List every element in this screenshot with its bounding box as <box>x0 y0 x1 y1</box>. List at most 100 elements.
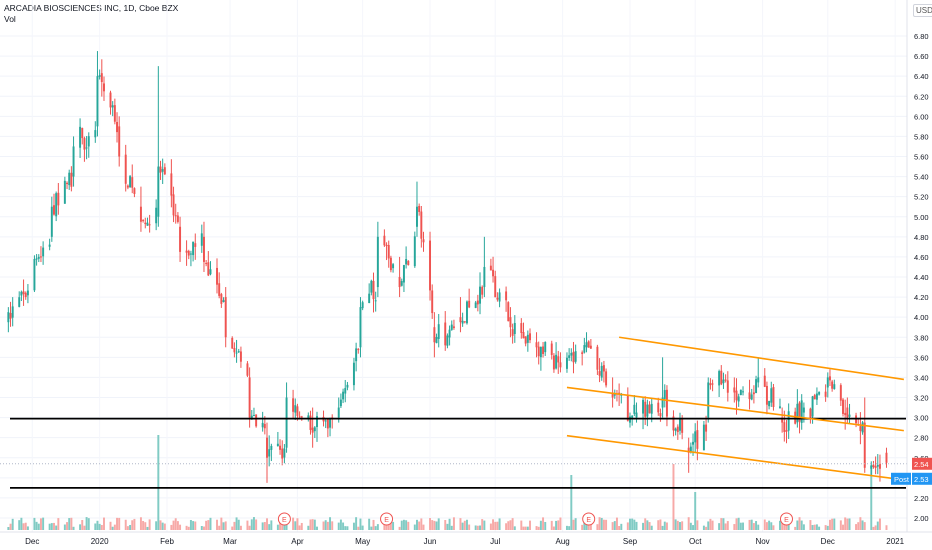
candle-body <box>468 300 471 308</box>
candle-body <box>709 383 712 386</box>
volume-bar <box>796 520 799 530</box>
candle-body <box>481 286 484 295</box>
candle-body <box>535 342 538 348</box>
candle-body <box>157 166 160 217</box>
volume-bar <box>270 520 273 530</box>
volume-bar <box>539 520 542 530</box>
volume-bar <box>231 526 234 530</box>
volume-bar <box>418 521 421 530</box>
candle-body <box>679 419 681 431</box>
post-tag-label: Post <box>894 475 910 484</box>
volume-bar <box>316 526 318 530</box>
earnings-marker-label: E <box>384 517 389 524</box>
candle-body <box>585 342 588 348</box>
candle-body <box>705 424 708 432</box>
volume-bar <box>446 523 449 530</box>
candle-body <box>870 465 873 469</box>
candle-body <box>263 423 266 429</box>
candle-body <box>524 336 527 344</box>
candle-body <box>116 121 119 133</box>
volume-bar <box>596 524 599 530</box>
candle-body <box>346 384 349 388</box>
candlesticks <box>7 51 888 483</box>
candle-body <box>42 247 45 257</box>
candle-body <box>783 422 786 432</box>
volume-bar <box>18 520 21 530</box>
volume-bar <box>635 521 638 530</box>
candle-body <box>407 261 410 266</box>
candle-body <box>839 385 842 401</box>
volume-bar <box>70 517 73 530</box>
candle-body <box>57 192 60 206</box>
candle-body <box>218 283 221 296</box>
candle-body <box>755 379 758 393</box>
candle-body <box>79 126 82 148</box>
candle-body <box>589 345 592 349</box>
volume-bar <box>246 520 249 530</box>
x-axis[interactable]: Dec 2020 Feb Mar Apr May Jun Jul Aug Sep Oct Nov Dec… <box>0 531 932 546</box>
candle-body <box>268 449 271 457</box>
candle-body <box>359 307 362 348</box>
candle-body <box>339 399 342 407</box>
volume-bar <box>157 435 160 530</box>
candle-body <box>96 76 99 127</box>
candle-body <box>676 426 679 433</box>
volume-bar <box>372 519 375 530</box>
volume-bar <box>813 524 816 530</box>
volume-bar <box>529 520 531 530</box>
volume-bar <box>846 518 849 530</box>
candle-body <box>361 302 364 309</box>
candle-body <box>261 422 264 428</box>
volume-bar <box>292 517 295 530</box>
candle-body <box>39 256 42 258</box>
candle-body <box>742 391 745 393</box>
volume-bar <box>463 520 466 530</box>
volume-bar <box>448 518 451 530</box>
volume-bar <box>279 518 282 530</box>
y-tick-label: 3.40 <box>914 373 929 382</box>
candle-body <box>344 388 347 394</box>
volume-bar <box>207 520 210 530</box>
last-price-label: 2.54 <box>914 460 929 469</box>
chart-title: ARCADIA BIOSCIENCES INC, 1D, Cboe BZX <box>4 3 179 13</box>
candle-body <box>205 263 208 265</box>
volume-bar <box>722 518 725 530</box>
candle-body <box>342 391 345 400</box>
candle-body <box>768 401 771 407</box>
volume-bar <box>857 522 860 530</box>
volume-bar <box>750 519 753 530</box>
currency-badge[interactable]: USD <box>913 4 932 17</box>
candle-body <box>648 404 651 414</box>
volume-bar <box>861 520 864 530</box>
volume-bar <box>618 526 621 530</box>
candle-body <box>842 399 844 414</box>
candle-body <box>231 337 234 349</box>
candle-body <box>316 416 318 428</box>
volume-bar <box>626 522 629 530</box>
volume-bar <box>842 524 844 530</box>
volume-bar <box>707 521 710 530</box>
candle-body <box>200 233 203 246</box>
volume-bar <box>72 526 75 530</box>
volume-bar <box>155 521 158 530</box>
candle-body <box>98 75 101 77</box>
volume-bar <box>437 518 440 530</box>
volume-bar <box>522 526 525 530</box>
volume-bar <box>124 519 127 530</box>
y-tick-label: 2.80 <box>914 434 929 443</box>
candle-body <box>633 404 636 414</box>
volume-bar <box>298 525 301 530</box>
y-axis[interactable]: 2.002.202.402.602.803.003.203.403.603.80… <box>906 0 929 532</box>
candle-body <box>300 416 303 418</box>
candle-body <box>644 401 647 417</box>
y-tick-label: 6.60 <box>914 52 929 61</box>
candle-body <box>557 356 560 363</box>
volume-bar <box>266 518 268 530</box>
candle-body <box>642 399 645 414</box>
candle-body <box>796 403 799 423</box>
volume-bar <box>311 519 314 530</box>
candle-body <box>763 375 766 387</box>
volume-bar <box>839 520 842 530</box>
post-price-box <box>912 472 932 485</box>
